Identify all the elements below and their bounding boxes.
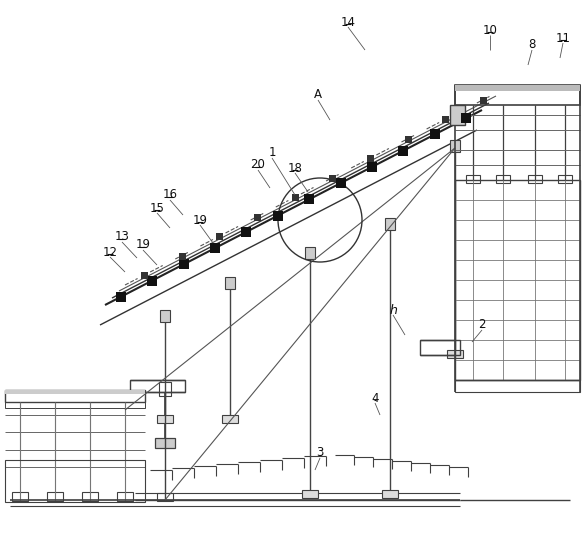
Bar bbox=[179, 253, 186, 260]
Bar bbox=[82, 492, 98, 501]
Bar bbox=[179, 259, 189, 269]
Bar bbox=[442, 116, 449, 123]
Bar bbox=[130, 380, 185, 392]
Bar bbox=[382, 490, 398, 498]
Bar bbox=[558, 175, 572, 183]
Bar bbox=[367, 155, 374, 162]
Bar bbox=[455, 85, 580, 105]
Bar bbox=[496, 175, 510, 183]
Bar bbox=[222, 415, 238, 423]
Bar bbox=[147, 275, 157, 286]
Bar bbox=[302, 490, 318, 498]
Bar bbox=[420, 340, 460, 355]
Text: 11: 11 bbox=[556, 31, 571, 44]
Bar bbox=[461, 113, 471, 123]
Bar bbox=[305, 247, 315, 259]
Bar bbox=[12, 492, 28, 501]
Text: A: A bbox=[314, 89, 322, 102]
Text: 12: 12 bbox=[103, 246, 118, 259]
Bar bbox=[292, 194, 299, 201]
Text: 20: 20 bbox=[251, 159, 265, 171]
Bar bbox=[480, 97, 487, 104]
Bar bbox=[466, 175, 480, 183]
Text: 10: 10 bbox=[482, 23, 498, 36]
Bar bbox=[385, 218, 395, 230]
Bar bbox=[5, 390, 145, 394]
Bar bbox=[5, 390, 145, 402]
Bar bbox=[5, 402, 145, 408]
Bar bbox=[241, 227, 251, 237]
Bar bbox=[210, 243, 220, 253]
Text: 14: 14 bbox=[340, 16, 356, 29]
Text: 19: 19 bbox=[192, 214, 207, 227]
Bar bbox=[225, 277, 235, 289]
Bar bbox=[273, 210, 283, 221]
Bar bbox=[115, 292, 126, 302]
Bar bbox=[528, 175, 542, 183]
Text: 15: 15 bbox=[149, 201, 165, 214]
Bar bbox=[405, 136, 412, 143]
Bar bbox=[304, 194, 314, 204]
Bar bbox=[450, 140, 460, 152]
Text: 16: 16 bbox=[162, 188, 178, 201]
Bar bbox=[47, 492, 63, 501]
Bar bbox=[254, 214, 261, 221]
Bar bbox=[141, 272, 148, 279]
Text: h: h bbox=[389, 304, 397, 316]
Bar bbox=[447, 350, 463, 358]
Text: 1: 1 bbox=[268, 147, 276, 160]
Bar bbox=[336, 178, 346, 188]
Bar bbox=[5, 460, 145, 502]
Bar bbox=[155, 438, 175, 448]
Text: 2: 2 bbox=[478, 319, 486, 332]
Bar bbox=[117, 492, 133, 501]
Bar bbox=[455, 85, 580, 91]
Text: 19: 19 bbox=[135, 239, 151, 252]
Bar bbox=[450, 105, 465, 125]
Bar bbox=[159, 382, 171, 396]
Bar bbox=[329, 175, 336, 182]
Bar bbox=[216, 233, 223, 240]
Text: 4: 4 bbox=[372, 392, 379, 405]
Bar bbox=[430, 129, 440, 140]
Bar bbox=[367, 162, 377, 172]
Bar bbox=[398, 146, 408, 156]
Bar bbox=[455, 180, 580, 380]
Text: 8: 8 bbox=[529, 38, 536, 51]
Bar bbox=[160, 310, 170, 322]
Text: 3: 3 bbox=[316, 446, 323, 459]
Bar bbox=[157, 415, 173, 423]
Text: 18: 18 bbox=[288, 162, 302, 175]
Bar bbox=[157, 493, 173, 501]
Text: 13: 13 bbox=[114, 230, 130, 243]
Bar bbox=[455, 380, 580, 392]
